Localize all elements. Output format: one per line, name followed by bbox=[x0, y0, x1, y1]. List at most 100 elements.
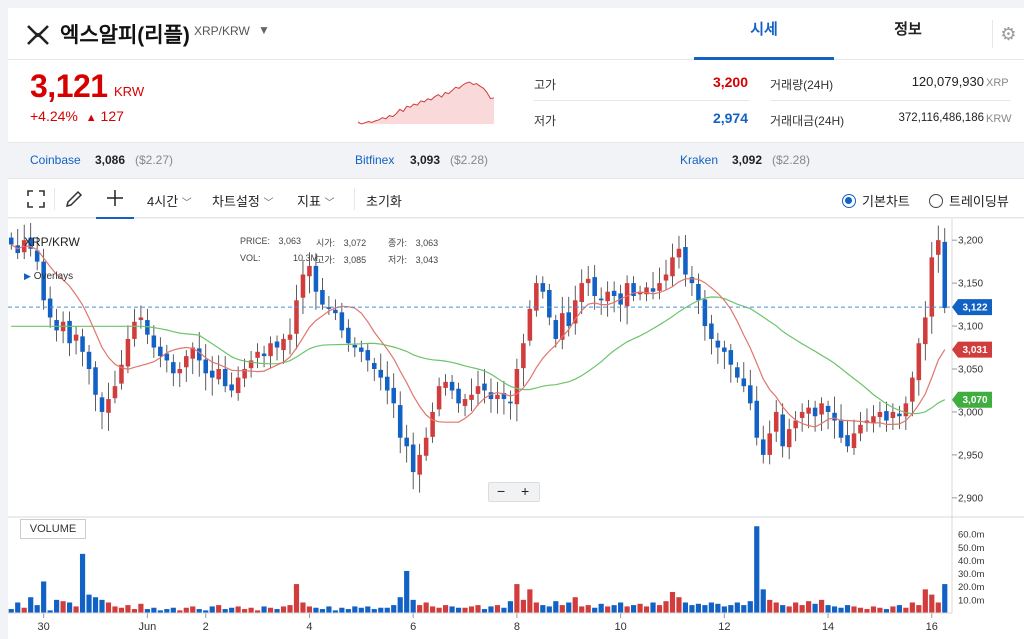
volume-bar bbox=[760, 589, 766, 613]
candle-body bbox=[333, 309, 338, 314]
open-value: 3,072 bbox=[343, 238, 367, 248]
fullscreen-icon[interactable] bbox=[25, 188, 47, 210]
candle-body bbox=[456, 388, 461, 404]
candle-body bbox=[676, 248, 682, 258]
candle-body bbox=[553, 320, 559, 339]
coin-name[interactable]: 엑스알피(리플) bbox=[60, 24, 190, 47]
ma-short-tag-shape bbox=[952, 341, 992, 358]
candle-body bbox=[404, 437, 409, 447]
close-label: 종가: bbox=[388, 238, 408, 248]
candle-body bbox=[572, 300, 578, 324]
volume-bar bbox=[384, 607, 390, 613]
volume-tick-label: 30.0m bbox=[958, 569, 984, 580]
candle-body bbox=[320, 289, 325, 305]
divider bbox=[770, 100, 1010, 101]
candle-body bbox=[540, 283, 546, 292]
candle-body bbox=[145, 320, 150, 335]
radio-unselected-icon bbox=[929, 194, 943, 208]
candle-body bbox=[281, 338, 286, 351]
low-info: 저가: 3,043 bbox=[388, 253, 438, 266]
candle-body bbox=[378, 369, 384, 378]
amount-24h-value: 372,116,486,186 bbox=[898, 112, 984, 124]
candle-body bbox=[274, 341, 280, 348]
volume-bar bbox=[79, 553, 86, 613]
gear-icon[interactable]: ⚙ bbox=[992, 20, 1024, 48]
volume-bar bbox=[870, 606, 877, 613]
interval-select[interactable]: 4시간 ﹀ bbox=[147, 191, 192, 210]
view-basic-chart[interactable]: 기본차트 bbox=[842, 191, 910, 210]
x-tick-label: 4 bbox=[306, 621, 312, 633]
ma-long-tag-text: 3,070 bbox=[962, 395, 987, 406]
candle-body bbox=[916, 343, 922, 381]
volume-bar bbox=[442, 605, 449, 613]
volume-bar bbox=[332, 610, 338, 613]
caret-down-icon[interactable]: ▼ bbox=[258, 23, 270, 37]
candle-body bbox=[41, 261, 46, 301]
interval-label: 4시간 bbox=[147, 194, 179, 209]
indicators-menu[interactable]: 지표 ﹀ bbox=[297, 191, 335, 210]
price-value: 3,063 bbox=[278, 236, 302, 246]
y-tick-label: 3,050 bbox=[958, 365, 983, 376]
divider bbox=[534, 100, 750, 101]
volume-bar bbox=[66, 602, 73, 613]
chart-settings-menu[interactable]: 차트설정 ﹀ bbox=[212, 191, 273, 210]
tab-info[interactable]: 정보 bbox=[894, 21, 922, 38]
volume-bar bbox=[592, 607, 598, 613]
price-chart[interactable]: 3,200 3,150 3,100 3,050 3,000 2,950 2,900 30 Jun… bbox=[8, 219, 1024, 639]
volume-bar bbox=[229, 607, 235, 613]
candle-body bbox=[443, 381, 448, 388]
tab-market-price[interactable]: 시세 bbox=[694, 8, 834, 60]
volume-bar bbox=[656, 605, 663, 613]
crosshair-tool[interactable] bbox=[96, 179, 134, 219]
view-tradingview[interactable]: 트레이딩뷰 bbox=[929, 191, 1009, 210]
exchange-bitfinex-name[interactable]: Bitfinex bbox=[355, 153, 395, 167]
exchange-coinbase-name[interactable]: Coinbase bbox=[30, 153, 81, 167]
volume-bar bbox=[708, 602, 714, 613]
candle-body bbox=[832, 412, 837, 421]
candle-body bbox=[93, 367, 98, 395]
zoom-in-button[interactable]: + bbox=[521, 483, 530, 499]
volume-tick-label: 50.0m bbox=[958, 543, 984, 554]
chart-pair-title: XRP/KRW bbox=[24, 235, 80, 249]
reset-button[interactable]: 초기화 bbox=[366, 194, 402, 209]
volume-bar bbox=[818, 599, 825, 613]
volume-bar bbox=[825, 605, 831, 613]
pair-label[interactable]: XRP/KRW bbox=[194, 24, 250, 38]
price-currency: KRW bbox=[114, 84, 145, 99]
volume-bar bbox=[92, 597, 99, 613]
volume-bar bbox=[60, 601, 66, 613]
volume-bar bbox=[404, 570, 410, 613]
overlays-toggle[interactable]: ▶ Overlays bbox=[24, 271, 73, 282]
candle-body bbox=[307, 265, 312, 277]
exchange-kraken-price: 3,092 bbox=[732, 153, 763, 167]
x-tick-label: 8 bbox=[514, 621, 520, 633]
pencil-icon[interactable] bbox=[63, 188, 85, 210]
volume-bar bbox=[896, 605, 902, 613]
volume-bar bbox=[514, 584, 520, 613]
candle-body bbox=[689, 277, 695, 284]
divider bbox=[354, 188, 355, 210]
volume-bar bbox=[624, 606, 630, 613]
volume-bar bbox=[15, 602, 21, 613]
candlestick-chart[interactable]: 3,200 3,150 3,100 3,050 3,000 2,950 2,900 30 Jun… bbox=[8, 219, 1024, 639]
candle-body bbox=[650, 288, 656, 292]
volume-bar bbox=[630, 605, 637, 613]
candle-body bbox=[423, 437, 429, 456]
candle-body bbox=[339, 312, 345, 331]
x-tick-label: 14 bbox=[822, 621, 834, 633]
volume-bar bbox=[105, 602, 112, 613]
zoom-out-button[interactable]: − bbox=[497, 483, 506, 499]
volume-bar bbox=[54, 599, 60, 613]
volume-bar bbox=[501, 607, 507, 613]
ma-short-tag-text: 3,031 bbox=[962, 345, 987, 356]
volume-bar bbox=[28, 597, 34, 613]
candle-body bbox=[469, 394, 474, 400]
candle-body bbox=[624, 283, 630, 307]
candle-body bbox=[352, 344, 358, 348]
exchange-kraken-name[interactable]: Kraken bbox=[680, 153, 719, 167]
volume-bar bbox=[572, 597, 578, 613]
volume-bar bbox=[190, 606, 196, 613]
chart-settings-label: 차트설정 bbox=[212, 194, 260, 209]
volume-bar bbox=[676, 597, 682, 613]
volume-bar bbox=[358, 607, 364, 613]
